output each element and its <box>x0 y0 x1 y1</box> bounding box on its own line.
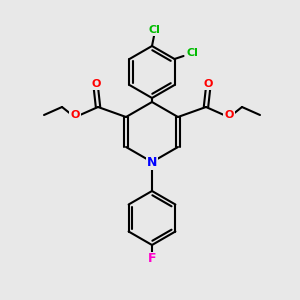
Text: N: N <box>147 155 157 169</box>
Text: O: O <box>224 110 234 120</box>
Text: O: O <box>203 79 213 89</box>
Text: Cl: Cl <box>148 25 160 35</box>
Text: O: O <box>91 79 101 89</box>
Text: O: O <box>70 110 80 120</box>
Text: Cl: Cl <box>187 48 199 58</box>
Text: F: F <box>148 253 156 266</box>
